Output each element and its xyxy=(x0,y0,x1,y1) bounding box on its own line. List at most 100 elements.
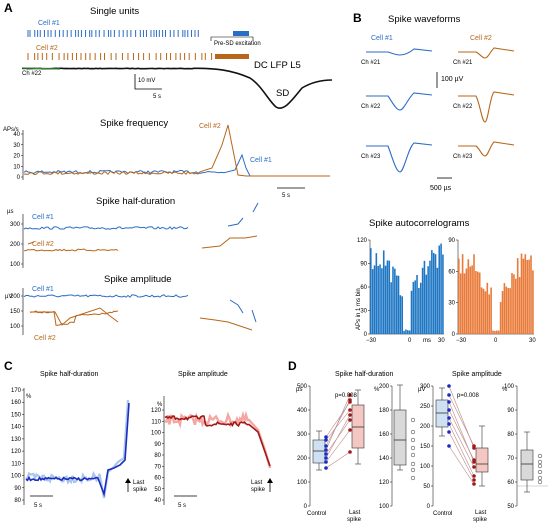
last-spike-point xyxy=(472,478,476,482)
autocorr-bar xyxy=(459,273,462,334)
wf-ch23-a: Ch #23 xyxy=(361,154,381,160)
autocorr-bar xyxy=(419,282,422,334)
wf-cell1-label: Cell #1 xyxy=(371,35,393,42)
amp-cell1-trace xyxy=(23,294,257,323)
hd-cell2-label: Cell #2 xyxy=(32,241,54,248)
c-amp-mean-trace xyxy=(164,415,271,467)
d-spike-2: spike xyxy=(473,517,488,523)
tick-label: 60 xyxy=(448,269,455,275)
c-hd-unit: % xyxy=(26,394,32,400)
control-point xyxy=(324,456,328,460)
tick-label: 90 xyxy=(154,442,161,448)
autocorr-bar xyxy=(408,330,411,334)
tick-label: 0 xyxy=(364,332,368,338)
autocorr-cell2: 90 60 30 0 xyxy=(448,238,534,338)
autocorr-bar xyxy=(436,267,439,334)
pct-point xyxy=(410,417,416,423)
c-spike-2: spike xyxy=(251,487,266,493)
autocorr-bar xyxy=(475,271,477,334)
autocorr-bar xyxy=(418,287,420,334)
freq-cell2-label: Cell #2 xyxy=(199,123,221,130)
autocorr-bar xyxy=(478,272,481,334)
cell1-label: Cell #1 xyxy=(38,20,60,27)
amp-title: Spike amplitude xyxy=(104,274,172,285)
hd-title: Spike half-duration xyxy=(96,196,175,207)
tick-label: 60 xyxy=(154,476,161,482)
autocorr-bar xyxy=(461,254,464,334)
waveform-traces xyxy=(366,47,515,173)
tick-label: 80 xyxy=(154,453,161,459)
last-spike-point xyxy=(472,465,476,469)
d-amp-unit: µV xyxy=(418,387,425,393)
freq-title: Spike frequency xyxy=(100,118,168,129)
c-amp-title: Spike amplitude xyxy=(178,371,228,378)
pct-point xyxy=(537,469,543,475)
autocorr-bar xyxy=(440,243,442,334)
tick-label: 250 xyxy=(420,404,431,410)
autocorr-cell1: 120 90 60 30 0 xyxy=(357,238,444,338)
amp-cell2-trace xyxy=(29,307,253,331)
c-scale-1: 5 s xyxy=(34,503,42,509)
box xyxy=(475,447,489,473)
panel-d-letter: D xyxy=(288,359,297,373)
pct-point xyxy=(410,452,416,458)
autocorr-bar xyxy=(528,259,530,334)
tick-label: 180 xyxy=(379,408,390,414)
autocorr-bar xyxy=(515,278,517,334)
tick-label: 40 xyxy=(154,498,161,504)
pct-point xyxy=(537,479,543,485)
cell1-burst xyxy=(233,31,249,36)
last-spike-point xyxy=(348,393,352,397)
tick-label: 10 xyxy=(13,164,20,170)
control-point xyxy=(447,408,451,412)
autocorr-ylabel: APs in 1 ms bin xyxy=(356,288,362,330)
d-amp-title: Spike amplitude xyxy=(452,371,502,378)
autocorr-bar xyxy=(429,260,431,334)
freq-cell2-trace xyxy=(23,124,330,177)
autocorr-bar xyxy=(530,255,532,334)
autocorr-bar xyxy=(432,252,435,334)
tick-label: 160 xyxy=(11,400,22,406)
c-amp-light-trace xyxy=(164,410,272,469)
pct-point xyxy=(537,475,543,481)
control-point xyxy=(447,416,451,420)
panel-c-letter: C xyxy=(4,359,13,373)
tick-label: 90 xyxy=(14,486,21,492)
cell2-raster xyxy=(27,53,249,60)
autocorr-bar xyxy=(494,331,496,334)
tick-label: 140 xyxy=(379,456,390,462)
autocorr-bar xyxy=(490,287,492,334)
tick-label: 400 xyxy=(297,408,308,414)
autocorr-bar xyxy=(392,266,394,334)
hd-ticks: 300 200 100 xyxy=(10,222,23,268)
autocorr-bar xyxy=(395,275,398,334)
d-spike-1: spike xyxy=(347,517,362,523)
wf-ch22-a: Ch #22 xyxy=(361,104,381,110)
d-hd-title: Spike half-duration xyxy=(335,371,393,378)
sd-label: SD xyxy=(276,88,289,99)
c-ticks: 170 160 150 140 130 120 110 100 90 80 120 110 100 90 8… xyxy=(11,388,164,504)
autocorr-bar xyxy=(516,258,519,334)
amp-ticks: 200 150 100 xyxy=(10,294,23,330)
tick-label: 500 xyxy=(297,384,308,390)
autocorr-bar xyxy=(390,282,392,334)
c-hd-title: Spike half-duration xyxy=(40,371,98,378)
autocorr-bar xyxy=(377,265,379,334)
tick-label: 160 xyxy=(379,432,390,438)
d-hd-p: p=0.008 xyxy=(335,393,358,399)
wf-scale-us: 500 µs xyxy=(430,185,452,192)
auto2-x-min: −30 xyxy=(456,338,467,344)
tick-label: 200 xyxy=(297,456,308,462)
tick-label: 40 xyxy=(13,132,20,138)
tick-label: 80 xyxy=(507,432,514,438)
tick-label: 30 xyxy=(360,309,367,315)
control-point xyxy=(324,460,328,464)
autocorr-bar xyxy=(518,277,521,334)
pct-point xyxy=(410,445,416,451)
tick-label: 200 xyxy=(10,242,21,248)
control-point xyxy=(324,444,328,448)
presd-label: Pre-SD excitation xyxy=(214,41,261,47)
pair-line xyxy=(448,423,475,477)
c-hd-light-trace xyxy=(25,399,130,499)
lfp-scale-mv: 10 mV xyxy=(138,78,155,84)
